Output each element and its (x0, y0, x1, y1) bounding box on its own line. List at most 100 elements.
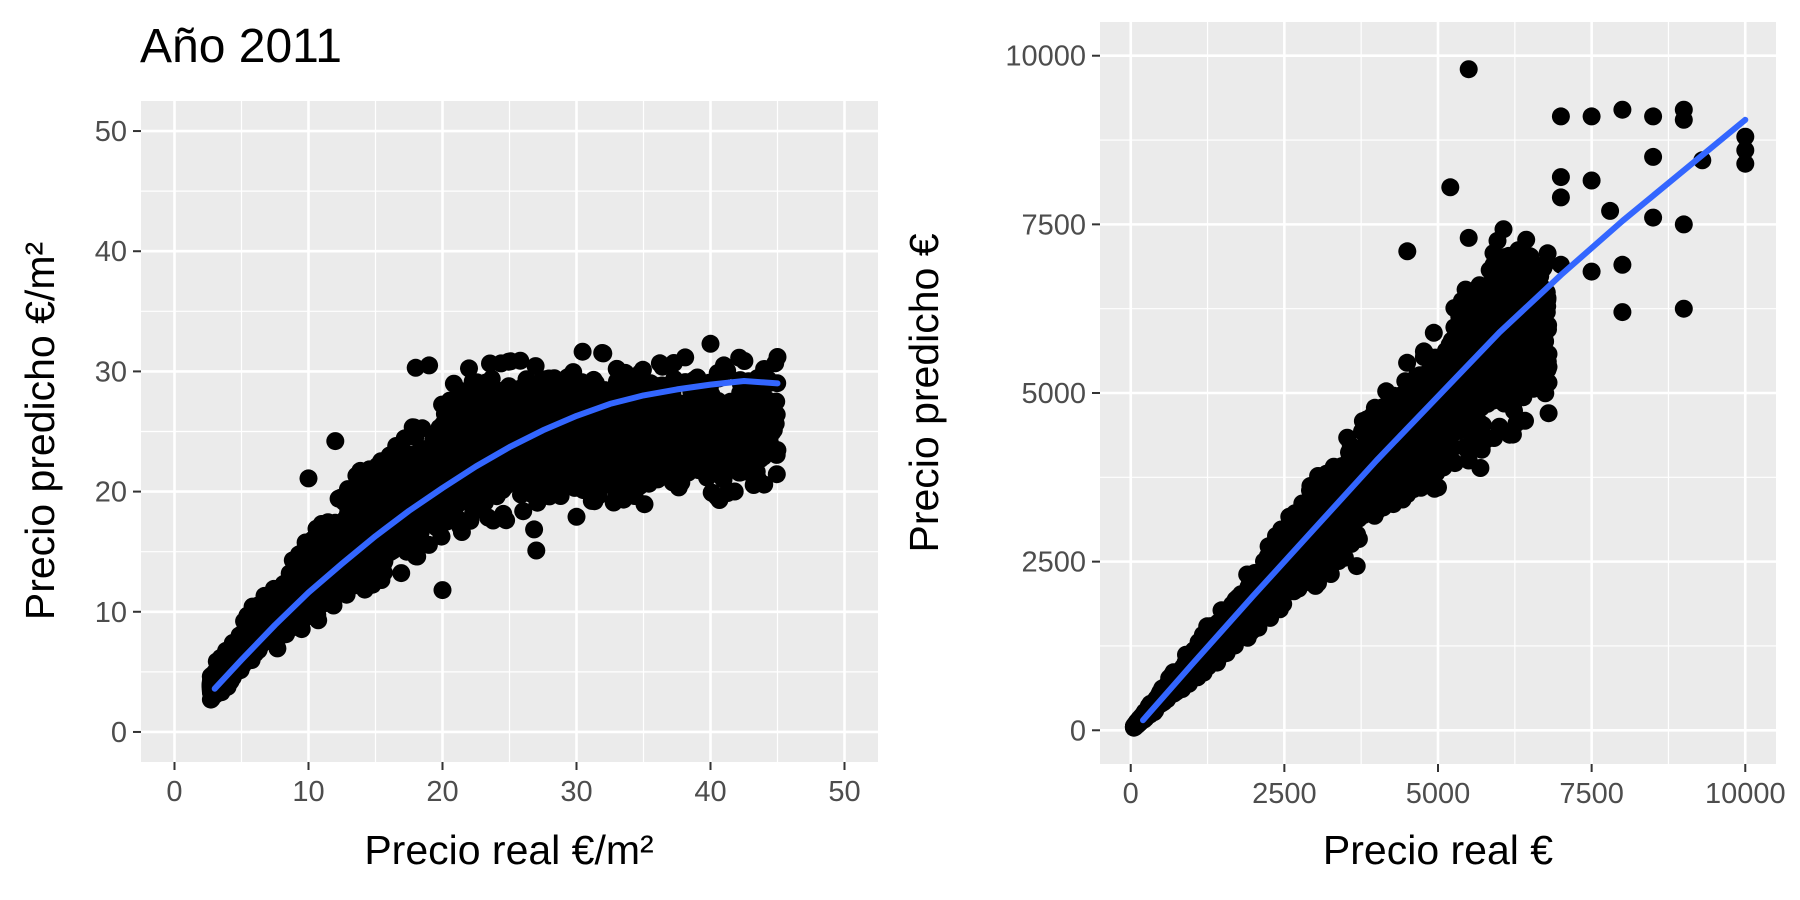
left-scatter-point (484, 416, 503, 435)
left-scatter-point (524, 398, 543, 416)
left-y-tick-label: 50 (95, 116, 127, 148)
left-scatter-point (512, 485, 530, 504)
left-scatter-point (647, 430, 666, 449)
left-scatter-point (479, 508, 498, 527)
left-scatter-point (464, 401, 483, 420)
left-y-axis-title: Precio predicho €/m² (17, 242, 63, 620)
right-scatter-point (1424, 323, 1443, 342)
left-scatter-point (685, 398, 704, 417)
left-scatter-point (515, 453, 534, 472)
right-scatter-point (1483, 258, 1502, 277)
left-scatter-point (331, 488, 350, 507)
right-scatter-point (1521, 331, 1540, 350)
left-scatter-point (484, 463, 503, 482)
left-scatter-point (664, 354, 683, 372)
left-fit-line (211, 378, 781, 692)
left-scatter-point (353, 501, 372, 519)
left-x-tick-label: 40 (694, 776, 726, 808)
left-scatter-point (450, 385, 469, 404)
left-scatter-point (433, 395, 452, 414)
left-scatter-point (573, 379, 592, 398)
left-scatter-point (255, 602, 274, 621)
left-scatter-point (455, 423, 474, 442)
left-scatter-point (595, 443, 614, 462)
right-scatter-point (1445, 318, 1464, 337)
plot-title: Año 2011 (140, 20, 342, 73)
left-scatter-point (374, 496, 393, 515)
left-x-tick-label: 0 (166, 776, 182, 808)
left-scatter-point (372, 571, 391, 589)
left-x-tick-label: 50 (828, 776, 860, 808)
right-scatter-point (1520, 262, 1539, 281)
left-scatter-point (299, 469, 318, 488)
left-scatter-point (527, 541, 546, 560)
left-scatter-point (398, 467, 417, 486)
left-scatter-point (412, 439, 431, 458)
left-scatter-point (755, 360, 774, 378)
left-scatter-point (452, 523, 471, 541)
left-scatter-point (433, 581, 452, 600)
left-scatter-point (759, 444, 777, 462)
left-y-tick-label: 40 (95, 236, 127, 268)
left-scatter-point (481, 354, 499, 373)
right-scatter-point (1398, 353, 1417, 372)
left-scatter-point (309, 522, 328, 541)
left-scatter-point (760, 427, 779, 446)
left-scatter-point (650, 354, 669, 373)
left-scatter-point (768, 348, 787, 366)
left-scatter-point (608, 360, 626, 378)
right-scatter-point (1338, 428, 1357, 447)
left-y-tick-label: 30 (95, 356, 127, 388)
left-scatter-point (392, 564, 411, 583)
left-scatter-point (565, 478, 584, 497)
left-scatter-point (345, 528, 364, 547)
left-scatter-point (422, 452, 441, 471)
left-scatter-point (761, 411, 780, 430)
left-scatter-point (607, 486, 626, 505)
left-y-tick-label: 20 (95, 477, 127, 509)
left-scatter-point (430, 518, 449, 536)
left-scatter-point (360, 460, 379, 479)
left-scatter-point (625, 432, 644, 451)
left-scatter-point (582, 491, 601, 510)
left-scatter-point (506, 400, 525, 419)
left-scatter-point (767, 465, 786, 484)
left-scatter-point (578, 445, 597, 464)
left-scatter-point (514, 502, 533, 521)
left-scatter-point (485, 402, 504, 421)
left-x-tick-label: 30 (560, 776, 592, 808)
left-scatter-point (648, 456, 667, 475)
right-scatter-point (1538, 244, 1557, 263)
left-scatter-point (239, 610, 258, 629)
left-x-axis-title: Precio real €/m² (364, 827, 653, 873)
left-scatter-point (558, 456, 577, 475)
left-scatter-point (635, 495, 654, 514)
left-x-tick-label: 10 (292, 776, 324, 808)
left-scatter-point (501, 387, 520, 406)
right-scatter-point (1517, 230, 1536, 249)
left-scatter-point (678, 434, 697, 452)
right-scatter-point (1418, 364, 1437, 383)
left-scatter-point (471, 379, 490, 398)
left-scatter-point (326, 576, 345, 595)
right-scatter-point (1353, 412, 1372, 431)
right-scatter-point (1439, 404, 1458, 423)
left-scatter-point (406, 358, 425, 377)
left-scatter-point (594, 344, 613, 363)
left-scatter-point (666, 448, 685, 467)
right-scatter-point (1467, 411, 1486, 430)
left-scatter-point (558, 398, 577, 417)
left-scatter-point (728, 393, 747, 412)
left-scatter-point (573, 342, 592, 361)
right-scatter-point (1519, 246, 1538, 265)
left-scatter-point (581, 423, 600, 442)
left-scatter-point (536, 370, 555, 389)
left-scatter-point (567, 507, 586, 526)
left-scatter-point (718, 484, 737, 502)
left-scatter-point (673, 411, 692, 430)
left-scatter-point (613, 443, 631, 462)
